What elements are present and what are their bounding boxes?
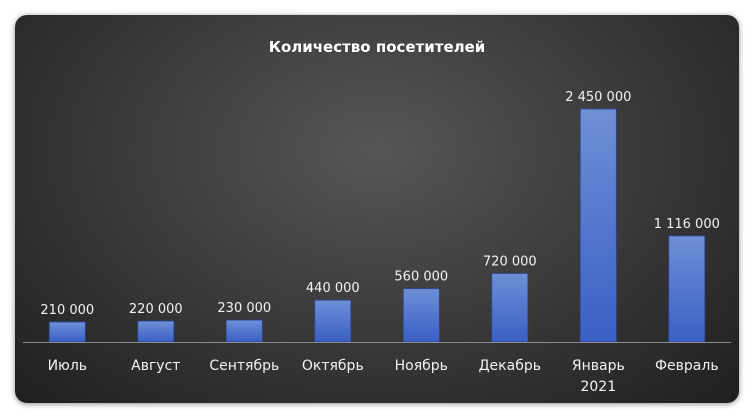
bar-series — [48, 108, 706, 343]
data-label: 1 116 000 — [654, 217, 720, 232]
category-label: Октябрь — [302, 358, 364, 374]
data-label: 230 000 — [217, 301, 271, 316]
chart-title: Количество посетителей — [268, 38, 486, 56]
bar — [314, 299, 352, 343]
bar — [579, 108, 617, 343]
bar-chart: 210 000 220 000 230 000 440 000 560 000 720 0… — [23, 90, 731, 395]
data-label: 210 000 — [40, 303, 94, 318]
bar — [137, 320, 175, 343]
category-label: Ноябрь — [395, 358, 448, 374]
category-label: Сентябрь — [209, 358, 279, 374]
bar — [668, 235, 706, 343]
category-label: Январь — [572, 358, 625, 374]
bar — [491, 273, 529, 343]
data-label: 560 000 — [394, 270, 448, 285]
bar — [225, 319, 263, 343]
chart-card: Количество посетителей 210 000 220 000 230… — [15, 15, 739, 403]
data-label: 220 000 — [129, 302, 183, 317]
bar — [48, 321, 86, 343]
category-label: Февраль — [655, 358, 719, 374]
data-label: 440 000 — [306, 281, 360, 296]
category-axis-labels: Июль Август Сентябрь Октябрь Ноябрь Декабрь Ян… — [48, 358, 719, 395]
data-labels: 210 000 220 000 230 000 440 000 560 000 720 0… — [40, 90, 719, 318]
category-label: Декабрь — [479, 358, 541, 374]
data-label: 720 000 — [483, 255, 537, 270]
category-label: Июль — [48, 358, 87, 374]
category-label: Август — [131, 358, 180, 374]
data-label: 2 450 000 — [565, 90, 631, 105]
category-label: 2021 — [580, 379, 616, 395]
bar — [402, 288, 440, 343]
